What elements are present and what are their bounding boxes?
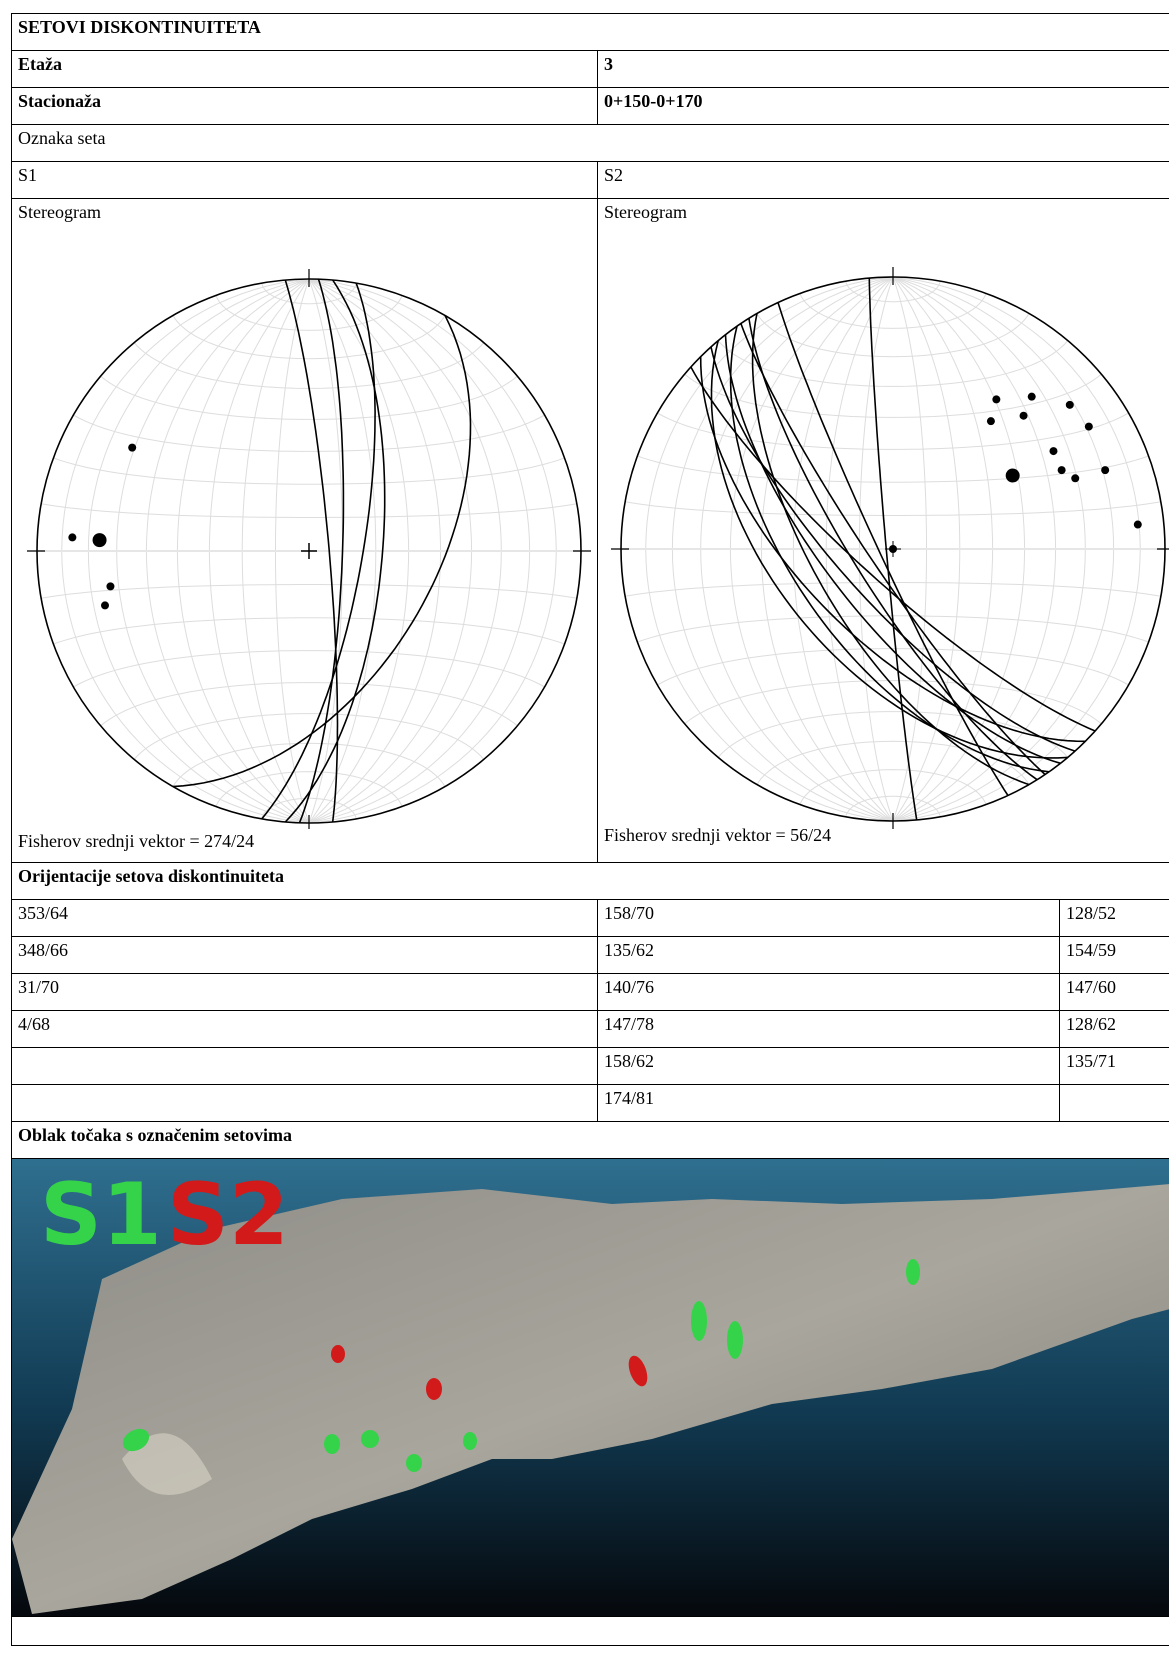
pole (1101, 466, 1109, 474)
title: SETOVI DISKONTINUITETA (12, 14, 1169, 51)
orientation-cell: 135/62 (598, 937, 1060, 974)
set-tag: S2 (167, 1165, 289, 1265)
net-line (657, 413, 1128, 449)
orientation-cell: 135/71 (1060, 1048, 1169, 1085)
pole (987, 417, 995, 425)
info-label: Stacionaža (12, 88, 598, 125)
set-tag: S1 (40, 1165, 162, 1265)
center-mark (301, 543, 317, 559)
net-line (216, 295, 402, 330)
stereogram-label: Stereogram (18, 199, 101, 225)
info-value: 3 (598, 51, 1169, 88)
net-line (101, 376, 518, 419)
orientation-cell: 154/59 (1060, 937, 1169, 974)
pole (1066, 401, 1074, 409)
net-line (41, 585, 577, 599)
set-label: Oznaka seta (12, 125, 1169, 162)
net-line (625, 502, 1161, 516)
pole (1058, 466, 1066, 474)
pole (1020, 412, 1028, 420)
orientation-cell: 128/52 (1060, 900, 1169, 937)
pole (992, 395, 1000, 403)
fisher-vector: Fisherov srednji vektor = 274/24 (18, 828, 254, 854)
pole (1028, 393, 1036, 401)
orientation-cell: 158/70 (598, 900, 1060, 937)
net-line (41, 504, 577, 518)
orientation-cell: 128/62 (1060, 1011, 1169, 1048)
orientation-cell: 353/64 (12, 900, 598, 937)
orientation-cell: 147/60 (1060, 974, 1169, 1011)
net-line (73, 651, 544, 687)
orientation-cell (12, 1048, 598, 1085)
net-line (800, 293, 986, 328)
pole (1085, 423, 1093, 431)
section-title: Orijentacije setova diskontinuiteta (12, 863, 1169, 900)
pole (128, 444, 136, 452)
orientation-cell (1060, 1085, 1169, 1122)
info-label: Etaža (12, 51, 598, 88)
set-name: S1 (12, 162, 598, 199)
stereogram-label: Stereogram (604, 199, 687, 225)
pole (1071, 474, 1079, 482)
pole (106, 582, 114, 590)
mean-pole (93, 533, 107, 547)
point-cloud-image: S1 S2 (12, 1159, 1169, 1616)
orientation-cell: 174/81 (598, 1085, 1060, 1122)
orientation-cell: 348/66 (12, 937, 598, 974)
orientation-cell: 147/78 (598, 1011, 1060, 1048)
net-line (101, 683, 518, 726)
net-line (134, 343, 484, 389)
info-value: 0+150-0+170 (598, 88, 1169, 125)
stereogram-cell: Stereogram Fisherov srednji vektor = 56/2… (598, 199, 1169, 863)
page: {"header":{"title":"SETOVI DISKONTINUITE… (0, 0, 1169, 1662)
pole (101, 601, 109, 609)
pole (68, 533, 76, 541)
orientation-cell: 158/62 (598, 1048, 1060, 1085)
orientation-cell (12, 1085, 598, 1122)
pole (1049, 447, 1057, 455)
net-line (718, 341, 1068, 387)
point-cloud-cell: S1 S2 (12, 1159, 1169, 1617)
net-line (73, 415, 544, 451)
orientation-cell: 31/70 (12, 974, 598, 1011)
net-line (718, 712, 1068, 758)
net-line (800, 770, 986, 805)
section-title: Oblak točaka s označenim setovima (12, 1122, 1169, 1159)
net-line (685, 374, 1102, 417)
blank-row (12, 1617, 1169, 1646)
pole (1134, 521, 1142, 529)
mean-pole (1006, 469, 1020, 483)
stereogram (12, 229, 598, 829)
stereogram (598, 229, 1169, 829)
stereogram-cell: Stereogram Fisherov srednji vektor = 274/… (12, 199, 598, 863)
set-name: S2 (598, 162, 1169, 199)
fisher-vector: Fisherov srednji vektor = 56/24 (604, 822, 831, 848)
orientation-cell: 140/76 (598, 974, 1060, 1011)
orientation-cell: 4/68 (12, 1011, 598, 1048)
net-line (216, 772, 402, 807)
